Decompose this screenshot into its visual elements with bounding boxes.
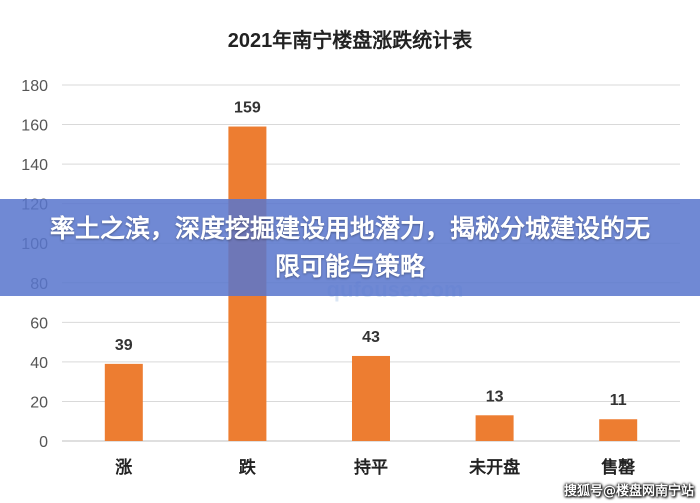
category-label: 跌 bbox=[239, 458, 257, 477]
data-label: 11 bbox=[610, 392, 627, 409]
category-label: 售罄 bbox=[601, 457, 636, 477]
y-tick-label: 160 bbox=[21, 118, 48, 135]
category-label: 持平 bbox=[354, 457, 388, 477]
y-tick-label: 180 bbox=[21, 78, 48, 95]
headline-banner: 率土之滨，深度挖掘建设用地潜力，揭秘分城建设的无限可能与策略 bbox=[0, 199, 700, 296]
bar bbox=[352, 355, 390, 441]
data-label: 13 bbox=[486, 388, 504, 405]
y-tick-label: 0 bbox=[39, 434, 48, 451]
data-label: 159 bbox=[234, 100, 261, 117]
data-labels: 39 159 43 13 11 bbox=[115, 100, 627, 410]
category-label: 涨 bbox=[115, 458, 132, 477]
data-label: 43 bbox=[362, 329, 380, 346]
category-label: 未开盘 bbox=[468, 457, 520, 477]
chart-title: 2021年南宁楼盘涨跌统计表 bbox=[228, 28, 473, 52]
y-tick-label: 140 bbox=[21, 157, 48, 174]
y-tick-label: 40 bbox=[30, 355, 48, 372]
bar bbox=[599, 419, 638, 441]
y-tick-label: 60 bbox=[30, 315, 48, 332]
bar bbox=[104, 363, 143, 441]
source-credit: 搜狐号@楼盘网南宁站 bbox=[563, 484, 694, 499]
y-tick-label: 20 bbox=[30, 394, 48, 411]
headline-text: 率土之滨，深度挖掘建设用地潜力，揭秘分城建设的无限可能与策略 bbox=[49, 213, 650, 281]
x-axis-categories: 涨 跌 持平 未开盘 售罄 bbox=[115, 457, 636, 477]
data-label: 39 bbox=[115, 337, 133, 354]
bar bbox=[475, 415, 514, 441]
